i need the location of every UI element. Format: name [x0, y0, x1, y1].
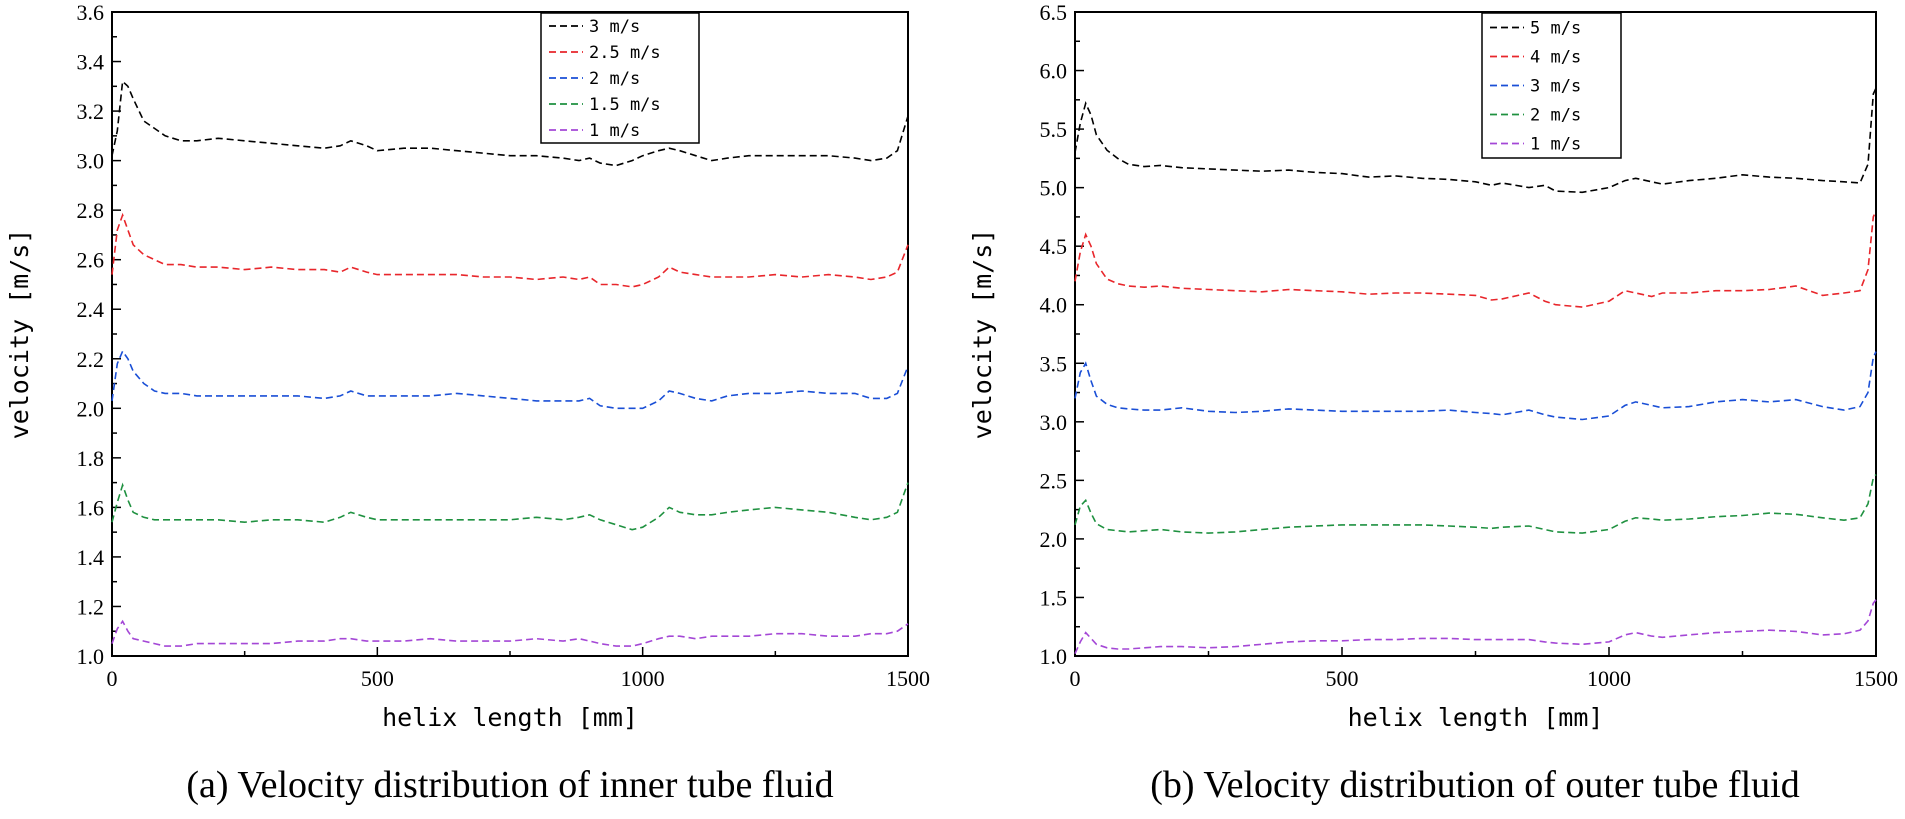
- legend-label: 1 m/s: [1530, 135, 1581, 155]
- x-tick-label: 1500: [886, 666, 930, 691]
- x-axis-title: helix length [mm]: [1348, 703, 1604, 732]
- x-tick-label: 1000: [1587, 666, 1631, 691]
- y-tick-label: 3.5: [1040, 351, 1068, 376]
- series-line-2: [111, 349, 909, 410]
- legend-label: 1.5 m/s: [589, 95, 661, 115]
- y-tick-label: 1.6: [77, 495, 105, 520]
- series-line-3: [1074, 474, 1877, 534]
- y-tick-label: 6.0: [1040, 59, 1068, 84]
- x-tick-label: 1500: [1854, 666, 1898, 691]
- y-tick-label: 5.0: [1040, 176, 1068, 201]
- series-line-0: [1074, 87, 1877, 194]
- chart-a: 1.0 1.2 1.4 1.6 1.8 2.0 2.2 2.4 2.6 2.8 3.0 3.2 3.4 3…: [5, 0, 930, 806]
- y-tick-label: 3.4: [77, 50, 105, 75]
- x-tick-label: 500: [1326, 666, 1359, 691]
- y-axis-title: velocity [m/s]: [5, 229, 34, 440]
- series-line-4: [1074, 599, 1877, 655]
- y-tick-label: 2.4: [77, 297, 105, 322]
- legend: 5 m/s 4 m/s 3 m/s 2 m/s 1 m/s: [1481, 12, 1622, 159]
- legend-label: 3 m/s: [1530, 77, 1581, 97]
- y-tick-label: 2.0: [1040, 527, 1068, 552]
- y-tick-label: 3.6: [77, 0, 105, 25]
- series-line-0: [111, 79, 909, 167]
- y-tick-label: 3.0: [77, 149, 105, 174]
- legend-label: 1 m/s: [589, 121, 640, 141]
- legend-label: 2 m/s: [589, 69, 640, 89]
- x-tick-label: 1000: [621, 666, 665, 691]
- legend-label: 2 m/s: [1530, 106, 1581, 126]
- series-line-2: [1074, 351, 1877, 421]
- y-tick-label: 4.0: [1040, 293, 1068, 318]
- x-axis-title: helix length [mm]: [382, 703, 638, 732]
- y-tick-label: 3.0: [1040, 410, 1068, 435]
- figure-caption: (b) Velocity distribution of outer tube …: [1150, 764, 1799, 806]
- x-tick-label: 500: [361, 666, 394, 691]
- y-tick-label: 1.4: [77, 545, 105, 570]
- legend-label: 4 m/s: [1530, 48, 1581, 68]
- y-tick-label: 1.5: [1040, 585, 1068, 610]
- plot-frame: [1074, 11, 1877, 657]
- x-tick-label: 0: [107, 666, 118, 691]
- series-line-4: [111, 619, 909, 647]
- y-tick-label: 1.0: [1040, 644, 1068, 669]
- y-tick-label: 2.0: [77, 396, 105, 421]
- y-tick-label: 1.0: [77, 644, 105, 669]
- y-tick-label: 2.6: [77, 248, 105, 273]
- figure-caption: (a) Velocity distribution of inner tube …: [186, 764, 833, 806]
- y-tick-label: 6.5: [1040, 0, 1068, 25]
- y-tick-label: 3.2: [77, 99, 105, 124]
- y-tick-label: 5.5: [1040, 117, 1068, 142]
- legend-label: 3 m/s: [589, 17, 640, 37]
- legend-label: 5 m/s: [1530, 19, 1581, 39]
- series-line-3: [111, 482, 909, 531]
- series-line-1: [1074, 210, 1877, 308]
- y-tick-label: 4.5: [1040, 234, 1068, 259]
- y-tick-label: 2.5: [1040, 468, 1068, 493]
- chart-b: 1.0 1.5 2.0 2.5 3.0 3.5 4.0 4.5 5.0 5.5 6.0 6.5 0 500…: [968, 0, 1898, 806]
- legend-box: [540, 12, 700, 144]
- series-line-1: [111, 212, 909, 288]
- plot-frame: [111, 11, 909, 657]
- y-tick-label: 2.2: [77, 347, 105, 372]
- x-tick-label: 0: [1070, 666, 1081, 691]
- legend: 3 m/s 2.5 m/s 2 m/s 1.5 m/s 1 m/s: [540, 12, 700, 144]
- y-tick-label: 1.8: [77, 446, 105, 471]
- y-tick-label: 1.2: [77, 594, 105, 619]
- legend-label: 2.5 m/s: [589, 43, 661, 63]
- y-tick-label: 2.8: [77, 198, 105, 223]
- y-axis-title: velocity [m/s]: [968, 229, 997, 440]
